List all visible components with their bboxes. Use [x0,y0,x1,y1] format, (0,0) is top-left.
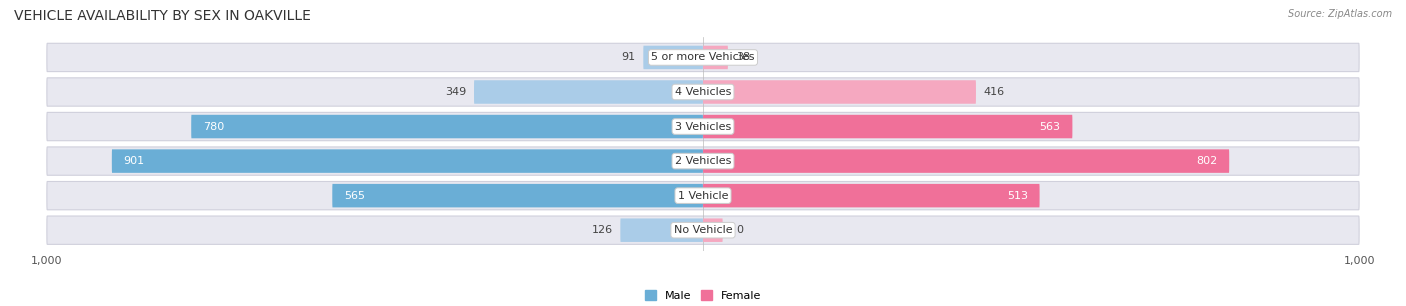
Text: No Vehicle: No Vehicle [673,225,733,235]
Text: 565: 565 [344,191,366,201]
Text: 2 Vehicles: 2 Vehicles [675,156,731,166]
FancyBboxPatch shape [46,147,1360,175]
Text: 901: 901 [124,156,145,166]
Text: VEHICLE AVAILABILITY BY SEX IN OAKVILLE: VEHICLE AVAILABILITY BY SEX IN OAKVILLE [14,9,311,23]
Text: 3 Vehicles: 3 Vehicles [675,121,731,132]
FancyBboxPatch shape [46,112,1360,141]
Text: 802: 802 [1197,156,1218,166]
FancyBboxPatch shape [703,184,1039,207]
Text: 513: 513 [1007,191,1028,201]
Text: 126: 126 [592,225,613,235]
Legend: Male, Female: Male, Female [641,286,765,305]
FancyBboxPatch shape [703,46,728,69]
Text: 38: 38 [735,52,749,62]
Text: 4 Vehicles: 4 Vehicles [675,87,731,97]
Text: 780: 780 [202,121,225,132]
FancyBboxPatch shape [46,181,1360,210]
FancyBboxPatch shape [644,46,703,69]
FancyBboxPatch shape [703,218,723,242]
Text: 349: 349 [444,87,467,97]
Text: 5 or more Vehicles: 5 or more Vehicles [651,52,755,62]
Text: 0: 0 [735,225,742,235]
Text: 1 Vehicle: 1 Vehicle [678,191,728,201]
Text: 416: 416 [984,87,1005,97]
FancyBboxPatch shape [191,115,703,138]
FancyBboxPatch shape [620,218,703,242]
FancyBboxPatch shape [46,78,1360,106]
Text: Source: ZipAtlas.com: Source: ZipAtlas.com [1288,9,1392,19]
FancyBboxPatch shape [474,80,703,104]
FancyBboxPatch shape [112,149,703,173]
Text: 91: 91 [621,52,636,62]
FancyBboxPatch shape [46,43,1360,72]
Text: 563: 563 [1039,121,1060,132]
FancyBboxPatch shape [703,80,976,104]
FancyBboxPatch shape [703,149,1229,173]
FancyBboxPatch shape [46,216,1360,244]
FancyBboxPatch shape [332,184,703,207]
FancyBboxPatch shape [703,115,1073,138]
